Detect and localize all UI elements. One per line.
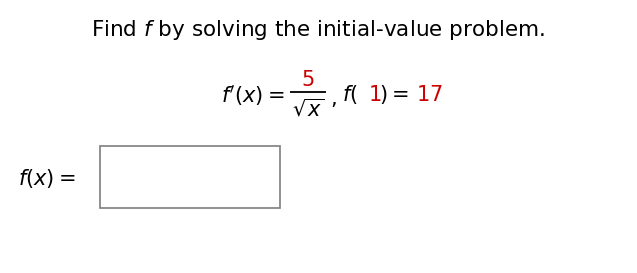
Text: $f(x) =$: $f(x) =$ xyxy=(18,167,75,189)
Text: $17$: $17$ xyxy=(416,85,443,105)
Text: $\sqrt{x}$: $\sqrt{x}$ xyxy=(292,98,324,120)
Bar xyxy=(100,146,280,208)
Text: $f'(x) =$: $f'(x) =$ xyxy=(222,82,285,108)
Text: $1$: $1$ xyxy=(368,85,382,105)
Text: $5$: $5$ xyxy=(301,70,315,90)
Text: $) =$: $) =$ xyxy=(379,84,408,106)
Text: $f($: $f($ xyxy=(342,84,358,106)
Text: Find $f$ by solving the initial-value problem.: Find $f$ by solving the initial-value pr… xyxy=(91,18,545,42)
Text: $,$: $,$ xyxy=(330,89,336,109)
